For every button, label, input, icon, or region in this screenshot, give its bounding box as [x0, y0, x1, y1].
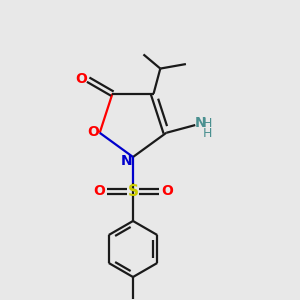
Text: O: O: [93, 184, 105, 198]
Text: S: S: [128, 184, 139, 199]
Text: H: H: [202, 117, 212, 130]
Text: H: H: [202, 127, 212, 140]
Text: N: N: [121, 154, 133, 168]
Text: N: N: [194, 116, 206, 130]
Text: O: O: [87, 125, 99, 139]
Text: O: O: [161, 184, 173, 198]
Text: O: O: [75, 72, 87, 86]
